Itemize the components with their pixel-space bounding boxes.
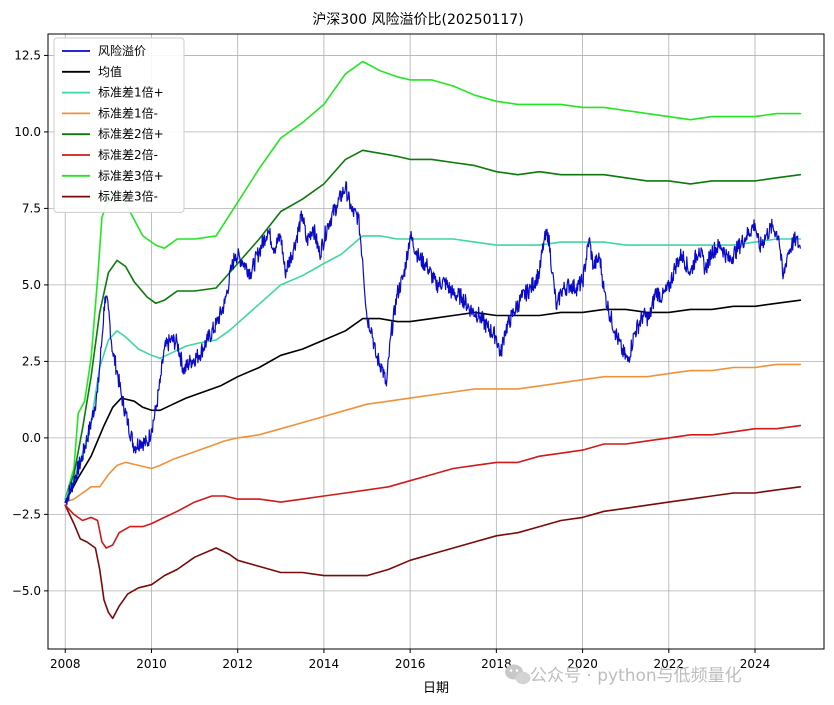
x-axis-ticks: 2008 2010 2012 2014 2016 2018 2020 2022 2024 <box>50 649 770 671</box>
x-tick-label: 2008 <box>50 657 81 671</box>
y-tick-label: 7.5 <box>22 201 41 215</box>
x-tick-label: 2018 <box>481 657 512 671</box>
x-tick-label: 2024 <box>740 657 771 671</box>
x-tick-label: 2010 <box>136 657 167 671</box>
legend-label: 标准差3倍+ <box>98 168 164 183</box>
y-axis-ticks: −5.0 −2.5 0.0 2.5 5.0 7.5 10.0 12.5 <box>12 48 48 598</box>
series-line-3 <box>64 363 802 503</box>
x-tick-label: 2012 <box>222 657 253 671</box>
series-line-7 <box>64 486 802 620</box>
y-tick-label: −2.5 <box>12 507 41 521</box>
x-tick-label: 2016 <box>395 657 426 671</box>
series-line-5 <box>64 424 802 549</box>
chart-title: 沪深300 风险溢价比(20250117) <box>312 12 523 28</box>
series-line-2 <box>64 235 802 500</box>
legend-label: 标准差1倍- <box>98 105 158 120</box>
x-tick-label: 2014 <box>309 657 340 671</box>
series-line-4 <box>64 149 802 500</box>
legend-box <box>53 37 185 213</box>
legend-label: 标准差1倍+ <box>98 85 164 100</box>
legend-label: 均值 <box>98 64 122 79</box>
legend-label: 标准差3倍- <box>98 189 158 204</box>
legend-label: 风险溢价 <box>98 43 146 58</box>
wechat-icon <box>505 664 531 685</box>
series-line-0 <box>64 181 801 506</box>
x-tick-label: 2020 <box>567 657 598 671</box>
watermark-text: 公众号 · python与低频量化 <box>530 666 742 686</box>
watermark: 公众号 · python与低频量化 <box>505 664 742 686</box>
series-lines <box>64 60 802 620</box>
y-tick-label: 10.0 <box>14 125 41 139</box>
y-tick-label: 2.5 <box>22 354 41 368</box>
y-tick-label: −5.0 <box>12 584 41 598</box>
y-tick-label: 5.0 <box>22 278 41 292</box>
legend-label: 标准差2倍+ <box>98 126 164 141</box>
y-tick-label: 12.5 <box>14 48 41 62</box>
x-axis-label: 日期 <box>423 681 449 696</box>
y-tick-label: 0.0 <box>22 431 41 445</box>
x-tick-label: 2022 <box>654 657 685 671</box>
legend-label: 标准差2倍- <box>98 147 158 162</box>
plot-frame <box>47 33 825 650</box>
